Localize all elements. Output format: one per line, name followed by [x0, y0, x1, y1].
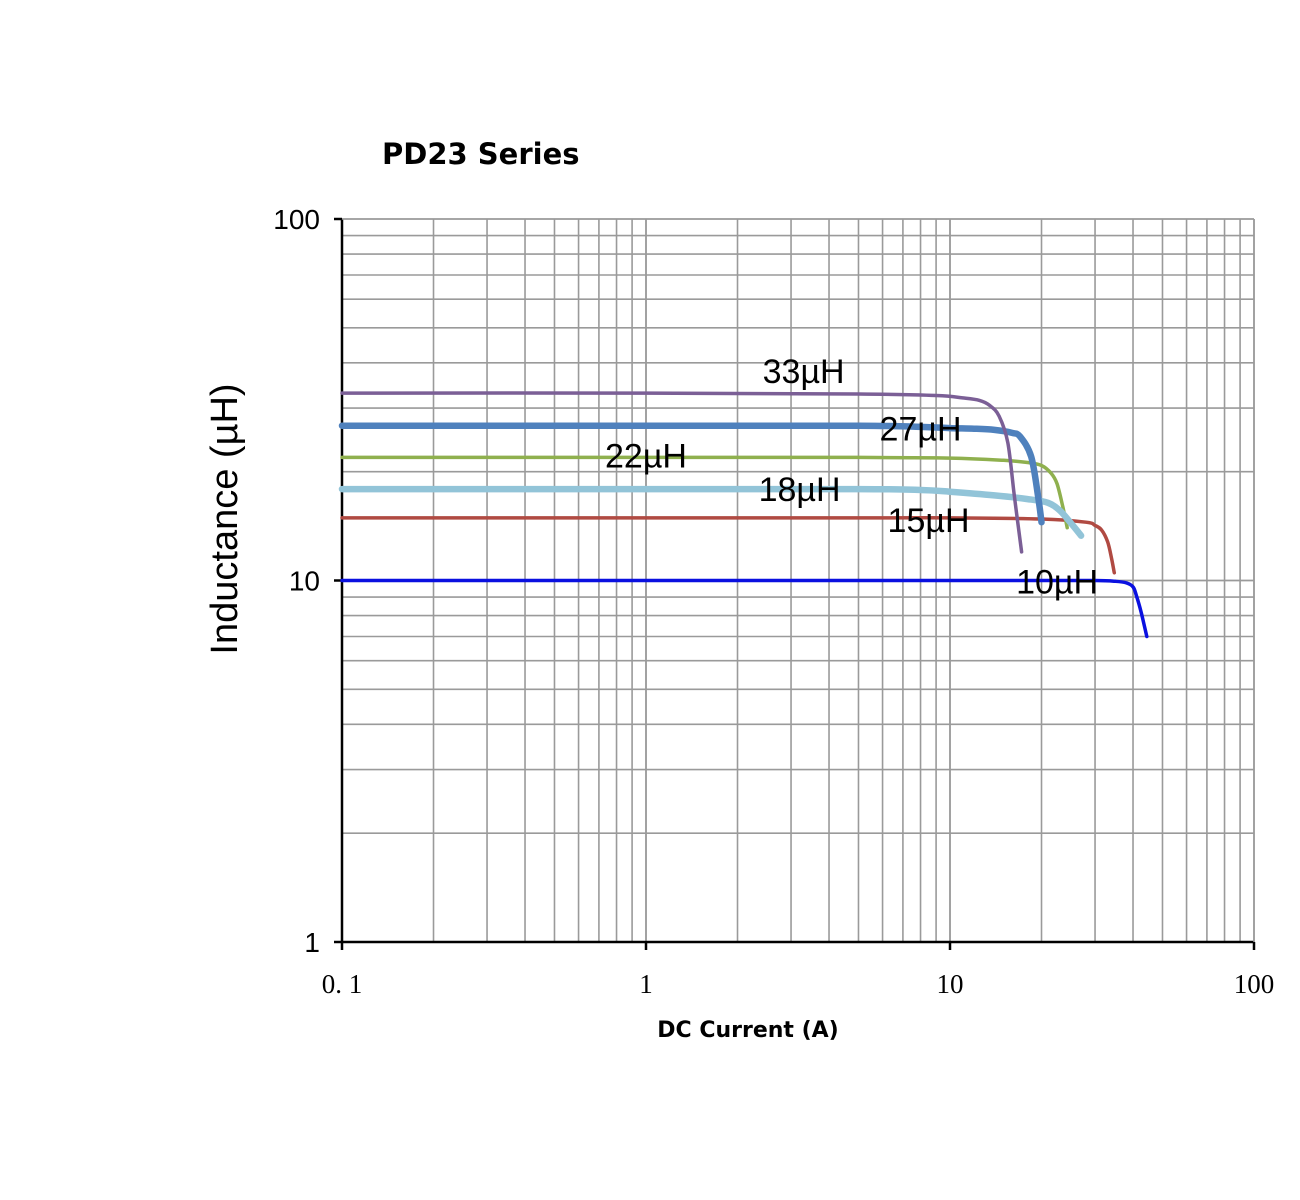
x-tick-label: 100: [1234, 969, 1275, 999]
series-line-22uh: [340, 455, 1069, 530]
series-label: 10µH: [1016, 564, 1098, 602]
series-line-33uh: [340, 391, 1024, 554]
x-tick-label: 10: [937, 969, 964, 999]
x-axis-label: DC Current (A): [657, 1018, 838, 1043]
series-label: 27µH: [880, 411, 962, 449]
axes: [334, 217, 1256, 950]
series-lines: [338, 391, 1149, 639]
y-tick-labels: 1 10 100: [273, 204, 320, 958]
series-label: 22µH: [605, 437, 687, 475]
series-label: 33µH: [763, 353, 845, 391]
chart-title: PD23 Series: [382, 137, 580, 171]
y-tick-label: 100: [273, 204, 320, 235]
y-axis-label: Inductance (µH): [204, 383, 246, 654]
series-label: 15µH: [888, 502, 970, 540]
x-tick-labels: 0. 1 1 10 100: [322, 969, 1275, 999]
series-labels: 33µH 27µH 22µH 18µH 15µH 10µH: [605, 353, 1098, 601]
series-line-18uh: [338, 485, 1085, 539]
x-tick-label: 0. 1: [322, 969, 363, 999]
y-tick-label: 10: [289, 566, 320, 597]
series-label: 18µH: [759, 471, 841, 509]
y-tick-label: 1: [304, 927, 320, 958]
series-line-27uh: [338, 422, 1045, 526]
series-line-15uh: [340, 516, 1117, 575]
x-tick-label: 1: [639, 969, 653, 999]
series-line-10uh: [340, 578, 1149, 639]
